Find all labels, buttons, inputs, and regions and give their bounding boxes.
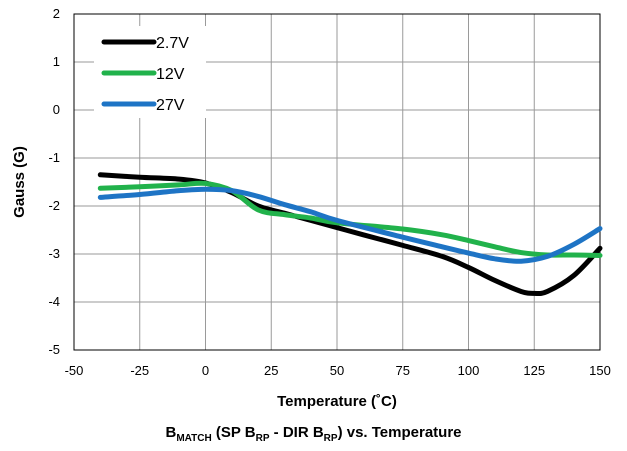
y-tick-label: -4 bbox=[48, 294, 60, 309]
legend: 2.7V 12V 27V bbox=[101, 35, 189, 114]
y-tick-label: -1 bbox=[48, 150, 60, 165]
x-tick-label: 75 bbox=[396, 363, 410, 378]
x-tick-labels: -50 -25 0 25 50 75 100 125 150 bbox=[65, 363, 611, 378]
series-line-12V bbox=[97, 180, 603, 258]
y-tick-label: -3 bbox=[48, 246, 60, 261]
y-tick-label: 1 bbox=[53, 54, 60, 69]
x-tick-label: 0 bbox=[202, 363, 209, 378]
plot-area-frame bbox=[73, 13, 601, 351]
x-tick-label: 125 bbox=[523, 363, 545, 378]
caption-main-sub: MATCH bbox=[176, 433, 212, 444]
y-tick-label: -2 bbox=[48, 198, 60, 213]
legend-label: 12V bbox=[156, 66, 185, 83]
caption-part3: ) vs. Temperature bbox=[337, 424, 462, 441]
caption-part1: (SP B bbox=[211, 424, 256, 441]
x-tick-label: -50 bbox=[65, 363, 84, 378]
x-tick-label: 25 bbox=[264, 363, 278, 378]
series-line-27V bbox=[97, 186, 603, 264]
caption-part2: - DIR B bbox=[269, 424, 324, 441]
caption-main: B bbox=[165, 424, 177, 441]
y-tick-label: 2 bbox=[53, 6, 60, 21]
legend-label: 2.7V bbox=[156, 35, 189, 52]
y-axis-title: Gauss (G) bbox=[11, 146, 28, 218]
x-tick-label: 50 bbox=[330, 363, 344, 378]
y-tick-labels: -5 -4 -3 -2 -1 0 1 2 bbox=[48, 6, 60, 357]
x-axis-title: Temperature (˚C) bbox=[277, 393, 397, 410]
caption-part2-sub: RP bbox=[323, 433, 338, 444]
chart-caption: BMATCH (SP BRP - DIR BRP) vs. Temperatur… bbox=[0, 424, 627, 444]
y-tick-label: 0 bbox=[53, 102, 60, 117]
legend-label: 27V bbox=[156, 97, 185, 114]
x-tick-label: 150 bbox=[589, 363, 611, 378]
y-tick-label: -5 bbox=[48, 342, 60, 357]
x-tick-label: -25 bbox=[130, 363, 149, 378]
caption-part1-sub: RP bbox=[255, 433, 270, 444]
series-layer bbox=[97, 172, 603, 297]
x-tick-label: 100 bbox=[458, 363, 480, 378]
